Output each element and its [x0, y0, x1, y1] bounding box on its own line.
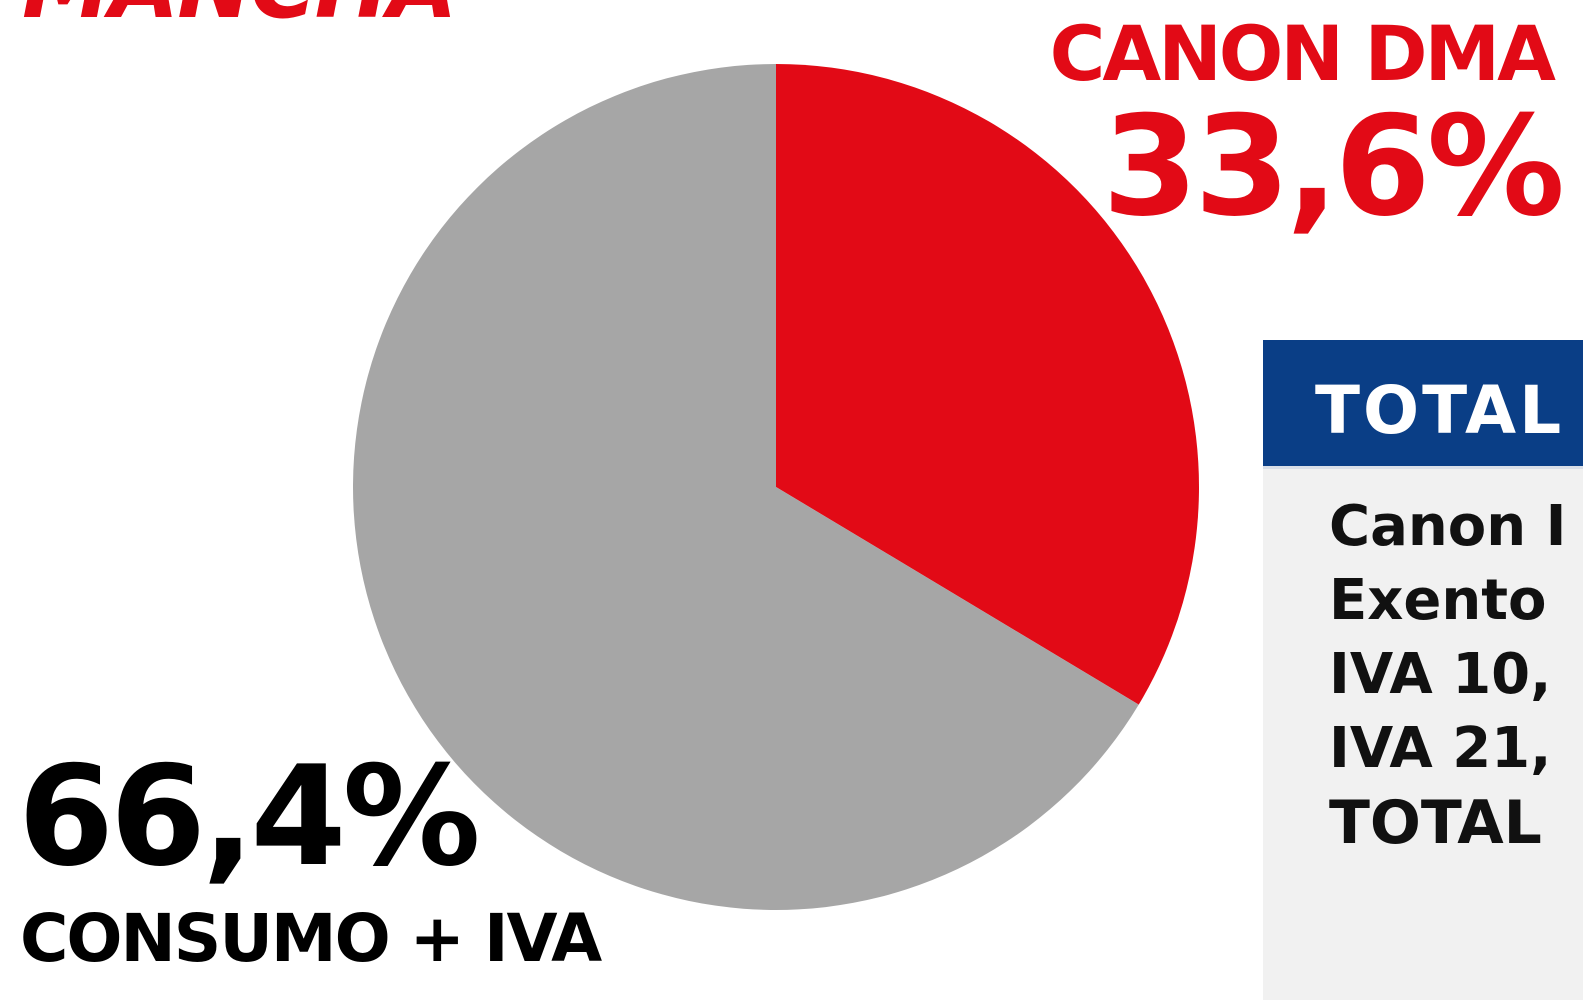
invoice-row-exento: Exento: [1329, 568, 1547, 633]
invoice-rows: Canon I Exento IVA 10, IVA 21, TOTAL: [1329, 490, 1566, 860]
pie-slice-canon-dma: [776, 64, 1199, 705]
invoice-header: TOTAL: [1263, 340, 1583, 469]
invoice-row-canon: Canon I: [1329, 494, 1567, 559]
pie-slice-consumo-iva: [353, 64, 1139, 910]
invoice-row-total: TOTAL: [1329, 788, 1542, 858]
consumo-iva-percentage: 66,4%: [18, 736, 481, 897]
invoice-row-iva-10: IVA 10,: [1329, 642, 1552, 707]
invoice-row-iva-21: IVA 21,: [1329, 716, 1552, 781]
consumo-iva-label: CONSUMO + IVA: [20, 900, 602, 977]
chart-title: MANCHA: [22, 0, 458, 32]
invoice-header-text: TOTAL: [1315, 372, 1565, 449]
canon-dma-percentage: 33,6%: [1102, 86, 1565, 247]
invoice-excerpt: TOTAL Canon I Exento IVA 10, IVA 21, TOT…: [1263, 340, 1583, 1000]
canon-dma-label: CANON DMA: [1049, 9, 1556, 98]
